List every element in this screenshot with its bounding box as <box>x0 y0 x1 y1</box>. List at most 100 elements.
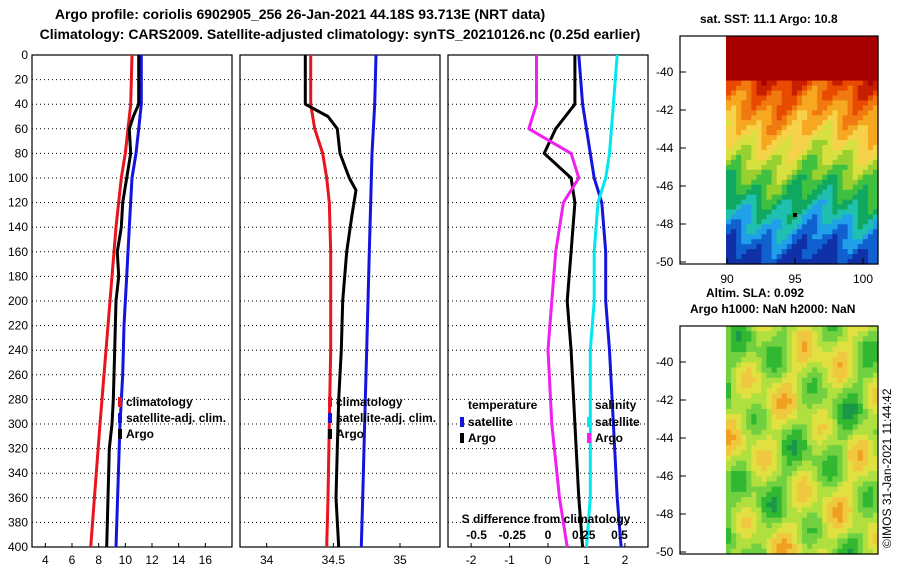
sst-map-cell <box>736 254 742 260</box>
sst-map-cell <box>802 219 808 225</box>
sst-map-cell <box>847 65 854 72</box>
sla-map-cell <box>812 502 818 508</box>
sst-map-cell <box>731 90 737 97</box>
sst-map-cell <box>791 115 798 121</box>
sla-map-cell <box>862 414 869 420</box>
sla-map-cell <box>867 367 874 374</box>
sla-map-cell <box>771 450 778 457</box>
sst-map-cell <box>741 169 747 176</box>
sla-map-cell <box>832 507 839 514</box>
sst-map-cell <box>832 229 839 235</box>
sla-map-cell <box>817 502 823 508</box>
sst-map-cell <box>741 50 747 57</box>
sla-map-cell <box>756 502 763 508</box>
sla-map-cell <box>796 543 803 550</box>
sst-map-cell <box>822 125 828 131</box>
sst-map-cell <box>847 75 854 82</box>
sst-map-cell <box>776 125 783 131</box>
sla-map-cell <box>731 528 737 534</box>
sla-map-cell <box>827 372 833 379</box>
sla-map-cell <box>761 383 768 389</box>
sla-map-cell <box>867 372 874 379</box>
sst-map-cell <box>842 75 849 82</box>
sst-map-cell <box>802 150 808 156</box>
sla-map-cell <box>796 533 803 540</box>
sst-map-cell <box>867 184 874 191</box>
sla-map-cell <box>736 393 742 400</box>
sst-map-cell <box>842 65 849 72</box>
sst-map-cell <box>771 85 778 92</box>
sst-map-cell <box>736 95 742 102</box>
sla-map-cell <box>847 481 854 488</box>
sla-map-cell <box>756 543 763 550</box>
sst-map-cell <box>867 194 874 201</box>
sla-map-cell <box>736 533 742 540</box>
sst-map-cell <box>862 209 869 216</box>
sst-map-cell <box>756 179 763 186</box>
sla-map-cell <box>776 471 783 477</box>
sst-map-cell <box>827 249 833 255</box>
sla-map-cell <box>837 455 844 462</box>
sst-map-cell <box>751 90 757 97</box>
sst-map-cell <box>751 85 757 92</box>
sst-map-cell <box>741 95 747 102</box>
sst-map-cell <box>847 70 854 77</box>
sst-map-cell <box>812 60 818 67</box>
sst-map-cell <box>736 169 742 176</box>
sst-map-cell <box>761 184 768 191</box>
sst-map-cell <box>842 259 849 265</box>
sst-map-cell <box>786 60 793 67</box>
sla-map-cell <box>726 372 732 379</box>
sst-map-cell <box>862 105 869 111</box>
sla-map-cell <box>872 351 879 358</box>
sla-map-cell <box>731 538 737 545</box>
sst-map-cell <box>791 105 798 111</box>
sla-map-cell <box>867 403 874 410</box>
sla-map-cell <box>862 367 869 374</box>
sst-map-cell <box>776 100 783 106</box>
sst-map-cell <box>827 145 833 151</box>
sst-map-cell <box>857 100 864 106</box>
legend-swatch <box>328 413 332 423</box>
sst-map-cell <box>781 150 788 156</box>
sla-map-cell <box>857 408 864 415</box>
sla-map-cell <box>852 455 859 462</box>
sla-map-cell <box>807 507 813 514</box>
sst-map-cell <box>736 259 742 265</box>
sst-map-cell <box>872 150 879 156</box>
sst-map-cell <box>776 199 783 206</box>
legend-title-salinity: salinity <box>595 398 637 412</box>
sst-map-cell <box>867 85 874 92</box>
sla-map-cell <box>731 502 737 508</box>
sst-map-cell <box>817 75 823 82</box>
sst-map-cell <box>791 159 798 166</box>
sla-map-cell <box>867 434 874 441</box>
sst-map-cell <box>852 145 859 151</box>
sst-map-cell <box>852 259 859 265</box>
sla-map-cell <box>867 419 874 426</box>
sla-map-cell <box>847 429 854 436</box>
sst-map-cell <box>802 60 808 67</box>
sst-map-cell <box>867 244 874 250</box>
sla-map-cell <box>812 408 818 415</box>
sla-map-cell <box>766 476 773 483</box>
sst-map-cell <box>781 224 788 230</box>
sst-map-cell <box>756 110 763 116</box>
sst-map-cell <box>781 135 788 141</box>
sst-map-cell <box>857 36 864 42</box>
sla-map-cell <box>842 393 849 400</box>
sst-map-cell <box>802 110 808 116</box>
sla-map-cell <box>756 528 763 534</box>
sla-map-cell <box>726 367 732 374</box>
sla-map-cell <box>817 471 823 477</box>
sst-map-cell <box>786 164 793 171</box>
sst-map-cell <box>741 80 747 87</box>
sla-map-cell <box>817 512 823 519</box>
sst-map-cell <box>736 159 742 166</box>
sla-map-cell <box>751 450 757 457</box>
sst-map-cell <box>756 229 763 235</box>
sst-map-cell <box>847 254 854 260</box>
sla-map-cell <box>766 522 773 529</box>
sla-map-cell <box>822 367 828 374</box>
sla-map-cell <box>741 548 747 555</box>
